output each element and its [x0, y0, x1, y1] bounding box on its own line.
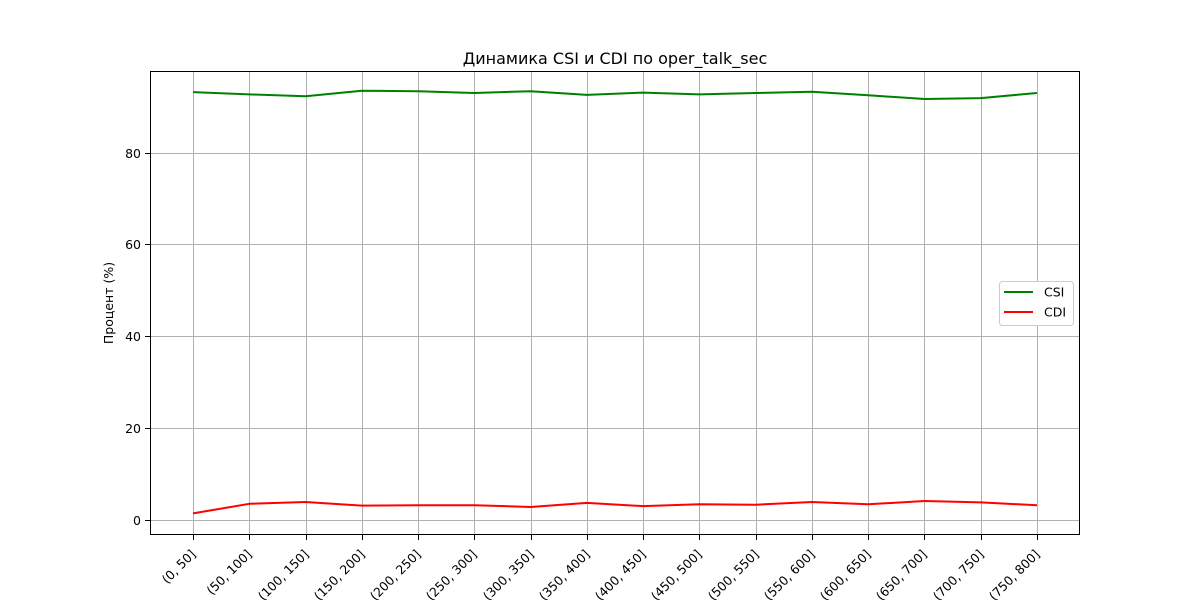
x-tick-label: (50, 100] — [203, 547, 254, 598]
x-tick-label: (200, 250] — [367, 547, 424, 600]
y-axis-label: Процент (%) — [101, 262, 116, 344]
series-lines — [192, 89, 1038, 515]
x-tick-label: (300, 350] — [480, 547, 537, 600]
series-line-cdi — [192, 500, 1038, 515]
x-tick-label: (100, 150] — [255, 547, 312, 600]
legend-label-cdi: CDI — [1044, 305, 1066, 320]
x-tick-label: (150, 200] — [311, 547, 368, 600]
x-tick-label: (500, 550] — [705, 547, 762, 600]
chart-title: Динамика CSI и CDI по oper_talk_sec — [463, 49, 768, 69]
x-tick-label: (350, 400] — [536, 547, 593, 600]
x-tick-label: (0, 50] — [159, 547, 199, 587]
x-tick-label: (700, 750] — [930, 547, 987, 600]
x-axis: (0, 50] (50, 100] (100, 150] (150, 200] (200… — [159, 535, 1043, 600]
legend-label-csi: CSI — [1044, 285, 1064, 300]
x-tick-label: (400, 450] — [592, 547, 649, 600]
y-tick-label: 80 — [125, 146, 141, 161]
plot-frame — [150, 71, 1080, 535]
x-tick-label: (250, 300] — [423, 547, 480, 600]
series-line-csi — [192, 89, 1038, 100]
y-tick-label: 0 — [133, 513, 141, 528]
x-tick-label: (550, 600] — [761, 547, 818, 600]
grid — [150, 71, 1080, 535]
legend: CSI CDI — [999, 281, 1074, 326]
y-tick-label: 20 — [125, 421, 141, 436]
x-tick-label: (750, 800] — [986, 547, 1043, 600]
x-tick-label: (650, 700] — [873, 547, 930, 600]
y-axis: 0 20 40 60 80 — [125, 146, 150, 528]
y-tick-label: 40 — [125, 329, 141, 344]
x-tick-label: (450, 500] — [648, 547, 705, 600]
x-tick-label: (600, 650] — [817, 547, 874, 600]
y-tick-label: 60 — [125, 237, 141, 252]
